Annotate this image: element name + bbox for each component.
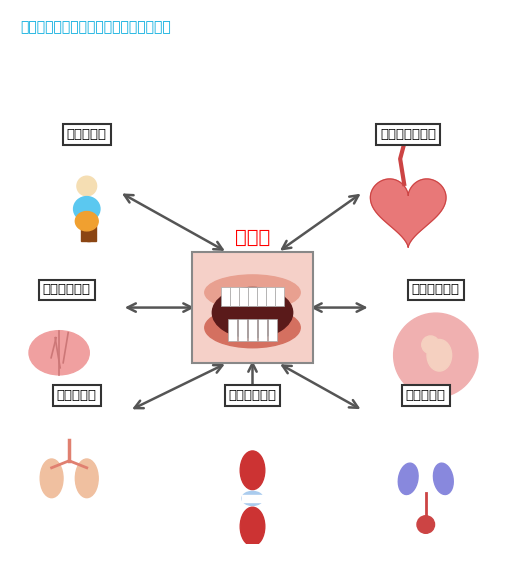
Text: 誤嚥性肺炎: 誤嚥性肺炎 bbox=[57, 389, 97, 402]
Circle shape bbox=[393, 313, 478, 397]
FancyBboxPatch shape bbox=[266, 287, 275, 305]
FancyBboxPatch shape bbox=[192, 252, 313, 363]
Polygon shape bbox=[370, 179, 446, 247]
Ellipse shape bbox=[240, 451, 265, 490]
Ellipse shape bbox=[74, 197, 100, 221]
Ellipse shape bbox=[427, 339, 451, 371]
Ellipse shape bbox=[205, 275, 300, 310]
Bar bbox=[242, 495, 263, 502]
Ellipse shape bbox=[433, 463, 453, 494]
Circle shape bbox=[422, 336, 439, 353]
Text: 循環器系疾患: 循環器系疾患 bbox=[43, 284, 91, 297]
FancyBboxPatch shape bbox=[221, 287, 230, 305]
FancyBboxPatch shape bbox=[230, 287, 239, 305]
Ellipse shape bbox=[398, 463, 418, 494]
Text: 歯周病: 歯周病 bbox=[235, 228, 270, 247]
Text: 低体重児出産: 低体重児出産 bbox=[412, 284, 460, 297]
FancyBboxPatch shape bbox=[248, 319, 257, 340]
FancyBboxPatch shape bbox=[257, 287, 266, 305]
Bar bbox=[87, 225, 96, 240]
Text: 細菌性心内膜炎: 細菌性心内膜炎 bbox=[380, 128, 436, 141]
Text: 糸球体腎炎: 糸球体腎炎 bbox=[406, 389, 446, 402]
Ellipse shape bbox=[75, 459, 98, 498]
Ellipse shape bbox=[40, 459, 63, 498]
FancyBboxPatch shape bbox=[239, 287, 248, 305]
Ellipse shape bbox=[212, 287, 293, 338]
FancyBboxPatch shape bbox=[268, 319, 277, 340]
Circle shape bbox=[417, 516, 435, 534]
Ellipse shape bbox=[242, 491, 263, 505]
Text: 関節リウマチ: 関節リウマチ bbox=[228, 389, 277, 402]
FancyBboxPatch shape bbox=[275, 287, 284, 305]
Text: 糖　尿　病: 糖 尿 病 bbox=[67, 128, 107, 141]
FancyBboxPatch shape bbox=[258, 319, 267, 340]
FancyBboxPatch shape bbox=[238, 319, 247, 340]
Ellipse shape bbox=[29, 331, 89, 375]
Circle shape bbox=[77, 176, 96, 196]
Text: 図６　歯周病と様々な病気とのかかわり: 図６ 歯周病と様々な病気とのかかわり bbox=[20, 20, 171, 35]
FancyBboxPatch shape bbox=[228, 319, 237, 340]
Bar bbox=[81, 225, 90, 240]
Ellipse shape bbox=[240, 507, 265, 546]
Ellipse shape bbox=[205, 308, 300, 347]
Ellipse shape bbox=[75, 212, 98, 231]
FancyBboxPatch shape bbox=[248, 287, 257, 305]
